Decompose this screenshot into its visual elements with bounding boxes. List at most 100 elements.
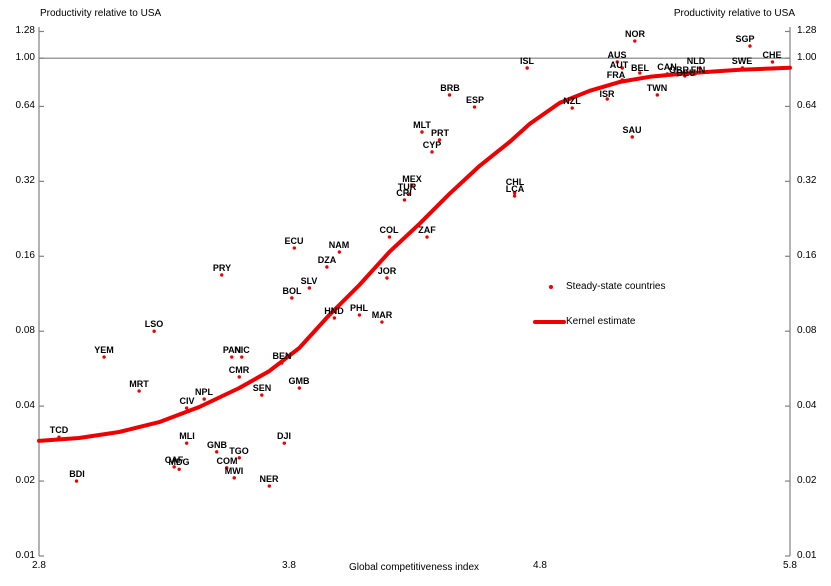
data-point-NIC bbox=[240, 355, 244, 359]
country-label-PHL: PHL bbox=[350, 303, 368, 313]
data-point-NER bbox=[267, 484, 272, 488]
data-point-BRB bbox=[447, 93, 452, 97]
country-label-CYP: CYP bbox=[422, 140, 442, 150]
x-tick-label: 3.8 bbox=[282, 560, 296, 571]
country-label-NOR: NOR bbox=[625, 29, 645, 39]
data-point-SLV bbox=[307, 286, 312, 290]
country-label-JOR: JOR bbox=[377, 266, 397, 276]
country-label-DEU: DEU bbox=[676, 68, 696, 78]
data-point-NOR bbox=[633, 39, 637, 43]
x-tick-label: 4.8 bbox=[533, 560, 547, 571]
y-axis-title-left: Productivity relative to USA bbox=[40, 8, 162, 19]
data-point-NZL bbox=[570, 106, 574, 110]
data-point-GMB bbox=[297, 386, 302, 390]
y-tick-label-right: 0.32 bbox=[797, 175, 817, 186]
y-tick-label-left: 1.00 bbox=[15, 52, 35, 63]
data-point-AUT bbox=[620, 66, 624, 70]
country-label-SAU: SAU bbox=[622, 125, 642, 135]
y-tick-label-left: 0.08 bbox=[15, 325, 35, 336]
y-tick-label-left: 0.64 bbox=[15, 100, 35, 111]
data-point-HND bbox=[332, 316, 337, 320]
data-point-YEM bbox=[102, 355, 106, 359]
country-label-AUT: AUT bbox=[609, 60, 629, 70]
data-point-TGO bbox=[237, 456, 241, 460]
country-label-TCD: TCD bbox=[49, 425, 69, 435]
data-point-ISL bbox=[525, 66, 529, 70]
country-label-BEL: BEL bbox=[631, 63, 649, 73]
country-label-FRA: FRA bbox=[606, 70, 626, 80]
y-axis-title-right: Productivity relative to USA bbox=[673, 8, 795, 19]
country-label-LCA: LCA bbox=[505, 184, 525, 194]
country-label-ECU: ECU bbox=[284, 236, 304, 246]
data-point-ECU bbox=[292, 246, 297, 250]
data-point-PHL bbox=[357, 313, 362, 317]
country-label-TWN: TWN bbox=[646, 83, 668, 93]
data-point-MLT bbox=[420, 130, 424, 134]
y-tick-label-left: 0.02 bbox=[15, 475, 35, 486]
y-tick-label-right: 0.02 bbox=[797, 475, 817, 486]
y-tick-label-right: 0.04 bbox=[797, 400, 817, 411]
data-point-BEL bbox=[638, 71, 642, 75]
country-label-FIN: FIN bbox=[690, 65, 706, 75]
data-point-MEX bbox=[410, 184, 414, 188]
country-label-CAN: CAN bbox=[657, 62, 677, 72]
country-label-GBR: GBR bbox=[669, 65, 689, 75]
data-point-MLI bbox=[184, 441, 189, 445]
data-point-DJI bbox=[282, 441, 287, 445]
data-point-BOL bbox=[290, 296, 294, 300]
data-point-ISR bbox=[605, 97, 609, 101]
data-point-CYP bbox=[430, 150, 434, 154]
data-point-AUS bbox=[615, 60, 619, 64]
data-point-MWI bbox=[232, 476, 236, 480]
country-label-MWI: MWI bbox=[224, 466, 244, 476]
x-tick-label: 5.8 bbox=[783, 560, 797, 571]
country-label-HND: HND bbox=[324, 306, 344, 316]
country-label-SEN: SEN bbox=[252, 383, 272, 393]
legend-label-kernel-estimate: Kernel estimate bbox=[566, 316, 636, 327]
data-point-SEN bbox=[260, 393, 264, 397]
data-point-CMR bbox=[237, 375, 241, 379]
country-label-GMB: GMB bbox=[288, 376, 310, 386]
x-axis-title: Global competitiveness index bbox=[348, 562, 480, 573]
country-label-LSO: LSO bbox=[144, 319, 164, 329]
country-label-AUS: AUS bbox=[607, 50, 627, 60]
data-point-ZAF bbox=[425, 235, 429, 239]
data-point-CHE bbox=[770, 60, 775, 64]
country-label-TGO: TGO bbox=[229, 446, 249, 456]
country-label-SGP: SGP bbox=[735, 34, 755, 44]
country-label-NZL: NZL bbox=[563, 96, 581, 106]
country-label-MLT: MLT bbox=[413, 120, 431, 130]
country-label-ESP: ESP bbox=[465, 95, 484, 105]
y-tick-label-left: 1.28 bbox=[15, 25, 35, 36]
data-point-SAU bbox=[630, 135, 634, 139]
y-tick-label-right: 0.64 bbox=[797, 100, 817, 111]
y-tick-label-right: 1.00 bbox=[797, 52, 817, 63]
data-point-MRT bbox=[137, 389, 141, 393]
country-label-NAM: NAM bbox=[328, 240, 350, 250]
kernel-estimate-curve bbox=[37, 65, 792, 443]
data-point-GNB bbox=[215, 450, 219, 454]
country-label-NIC: NIC bbox=[234, 345, 250, 355]
country-label-BRB: BRB bbox=[440, 83, 460, 93]
country-label-BDI: BDI bbox=[69, 469, 85, 479]
country-label-DJI: DJI bbox=[276, 431, 291, 441]
data-point-CIV bbox=[184, 406, 189, 410]
country-label-COL: COL bbox=[379, 225, 399, 235]
country-label-PRY: PRY bbox=[212, 263, 232, 273]
data-point-NPL bbox=[202, 397, 206, 401]
country-label-SLV: SLV bbox=[300, 276, 318, 286]
country-label-MAR: MAR bbox=[371, 310, 393, 320]
data-point-SGP bbox=[748, 44, 752, 48]
y-tick-label-right: 0.08 bbox=[797, 325, 817, 336]
country-label-ISR: ISR bbox=[599, 89, 615, 99]
data-point-ESP bbox=[472, 105, 477, 109]
data-point-CAF bbox=[172, 465, 176, 469]
data-point-MDG bbox=[177, 467, 181, 472]
country-label-ZAF: ZAF bbox=[418, 225, 436, 235]
data-point-NAM bbox=[337, 250, 342, 254]
country-label-CRI: CRI bbox=[396, 188, 412, 198]
country-label-DZA: DZA bbox=[317, 255, 337, 265]
data-point-LCA bbox=[512, 194, 517, 198]
